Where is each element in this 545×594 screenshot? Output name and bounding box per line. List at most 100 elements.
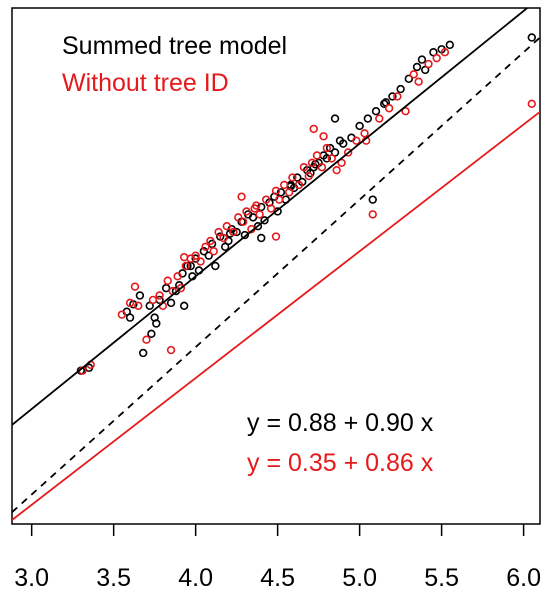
x-tick-label-0: 3.0 bbox=[14, 564, 49, 592]
point-s0-5 bbox=[135, 291, 145, 300]
x-tick-label-2: 4.0 bbox=[178, 564, 213, 592]
point-s1-19 bbox=[209, 247, 218, 256]
point-s1-64 bbox=[130, 282, 140, 291]
point-s0-79 bbox=[147, 329, 156, 339]
point-s1-42 bbox=[317, 163, 327, 172]
point-s1-6 bbox=[148, 295, 158, 305]
point-s0-32 bbox=[253, 221, 263, 231]
point-s0-20 bbox=[204, 251, 213, 260]
point-s1-35 bbox=[284, 188, 294, 197]
point-s1-68 bbox=[319, 132, 328, 141]
x-tick-label-3: 4.5 bbox=[260, 564, 295, 592]
point-s1-45 bbox=[332, 165, 341, 175]
point-s0-69 bbox=[527, 33, 537, 42]
point-s0-29 bbox=[240, 230, 250, 240]
point-s0-63 bbox=[412, 62, 422, 72]
point-s1-15 bbox=[191, 251, 200, 260]
point-s1-25 bbox=[239, 217, 248, 226]
point-s0-75 bbox=[330, 114, 340, 123]
point-s0-6 bbox=[138, 348, 148, 358]
point-s0-59 bbox=[380, 99, 389, 109]
point-s1-48 bbox=[352, 136, 361, 145]
point-s1-17 bbox=[201, 242, 210, 252]
point-s0-53 bbox=[339, 139, 348, 148]
point-s1-24 bbox=[234, 213, 243, 222]
point-s0-37 bbox=[273, 207, 282, 216]
point-s1-54 bbox=[401, 106, 410, 116]
point-s0-73 bbox=[179, 301, 189, 311]
point-s1-56 bbox=[414, 77, 423, 86]
point-s1-66 bbox=[309, 124, 318, 134]
point-s1-40 bbox=[307, 158, 317, 168]
point-s0-60 bbox=[388, 92, 397, 101]
point-s1-53 bbox=[393, 92, 402, 101]
point-s1-29 bbox=[255, 210, 264, 219]
point-s1-62 bbox=[237, 192, 246, 201]
point-s0-68 bbox=[445, 40, 455, 50]
point-s1-69 bbox=[250, 204, 259, 213]
x-tick-label-4: 5.0 bbox=[342, 564, 377, 592]
point-s1-57 bbox=[424, 59, 433, 69]
point-s1-46 bbox=[337, 158, 346, 168]
point-s0-61 bbox=[396, 84, 405, 94]
point-s1-37 bbox=[294, 180, 304, 190]
point-s1-22 bbox=[222, 221, 232, 231]
point-s1-60 bbox=[527, 99, 537, 109]
fit-equation-1: y = 0.35 + 0.86 x bbox=[247, 449, 434, 477]
legend-entry-0: Summed tree model bbox=[62, 32, 287, 60]
point-s1-50 bbox=[368, 210, 377, 219]
point-s1-30 bbox=[261, 195, 271, 204]
x-axis-ticks: 3.0 3.5 4.0 4.5 5.0 5.5 6.0 bbox=[14, 524, 541, 592]
point-s1-55 bbox=[409, 70, 418, 79]
point-s0-56 bbox=[363, 114, 373, 123]
point-s1-5 bbox=[142, 335, 151, 344]
point-s1-16 bbox=[196, 257, 205, 266]
point-s0-62 bbox=[404, 74, 414, 83]
point-s0-42 bbox=[293, 173, 302, 182]
point-s1-59 bbox=[440, 48, 450, 57]
fit-line-1 bbox=[12, 111, 540, 521]
x-tick-label-1: 3.5 bbox=[96, 564, 131, 592]
point-s0-50 bbox=[325, 143, 335, 153]
point-s1-11 bbox=[173, 272, 182, 281]
point-s0-10 bbox=[161, 283, 171, 293]
point-s1-61 bbox=[166, 345, 176, 355]
point-s0-64 bbox=[417, 55, 427, 64]
point-s1-58 bbox=[432, 53, 441, 63]
point-s1-51 bbox=[375, 114, 384, 123]
fit-equations: y = 0.88 + 0.90 x y = 0.35 + 0.86 x bbox=[247, 409, 434, 477]
point-s0-34 bbox=[260, 216, 269, 225]
point-s1-2 bbox=[117, 310, 127, 319]
series-1 bbox=[78, 48, 537, 375]
point-s0-22 bbox=[211, 261, 220, 271]
point-s1-3 bbox=[125, 298, 135, 308]
point-s1-47 bbox=[343, 148, 353, 157]
point-s0-11 bbox=[166, 298, 176, 308]
legend: Summed tree model Without tree ID bbox=[62, 32, 287, 97]
point-s1-41 bbox=[312, 151, 322, 160]
point-s1-23 bbox=[229, 227, 238, 237]
point-s0-58 bbox=[371, 106, 381, 116]
fit-line-0 bbox=[12, 8, 529, 426]
point-s1-43 bbox=[322, 143, 332, 153]
point-s0-55 bbox=[355, 121, 364, 131]
plot-frame bbox=[11, 7, 541, 525]
point-s0-49 bbox=[322, 154, 332, 163]
legend-entry-1: Without tree ID bbox=[62, 69, 229, 97]
fit-equation-0: y = 0.88 + 0.90 x bbox=[247, 409, 434, 437]
reference-line bbox=[12, 36, 540, 513]
point-s1-9 bbox=[163, 276, 172, 285]
point-s0-38 bbox=[276, 188, 286, 197]
point-s0-19 bbox=[199, 247, 209, 256]
point-s1-21 bbox=[219, 233, 228, 243]
plot-marks bbox=[12, 8, 540, 521]
point-s1-18 bbox=[206, 236, 215, 246]
point-s0-31 bbox=[248, 213, 258, 222]
point-s1-44 bbox=[327, 154, 336, 163]
point-s1-63 bbox=[271, 232, 281, 241]
point-s0-3 bbox=[125, 313, 135, 322]
point-s1-33 bbox=[275, 195, 284, 204]
point-s1-36 bbox=[288, 173, 297, 182]
point-s1-13 bbox=[181, 261, 191, 271]
point-s1-31 bbox=[266, 204, 276, 213]
